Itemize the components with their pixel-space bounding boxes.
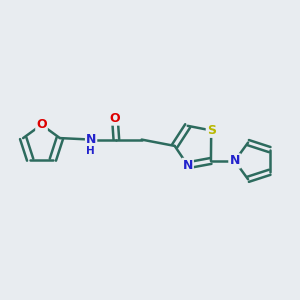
Text: N: N: [230, 154, 240, 167]
Text: N: N: [230, 154, 240, 167]
Text: N: N: [182, 159, 193, 172]
Text: N: N: [86, 133, 96, 146]
Text: O: O: [36, 118, 47, 131]
Text: H: H: [86, 146, 95, 156]
Text: S: S: [207, 124, 216, 137]
Text: O: O: [110, 112, 120, 125]
